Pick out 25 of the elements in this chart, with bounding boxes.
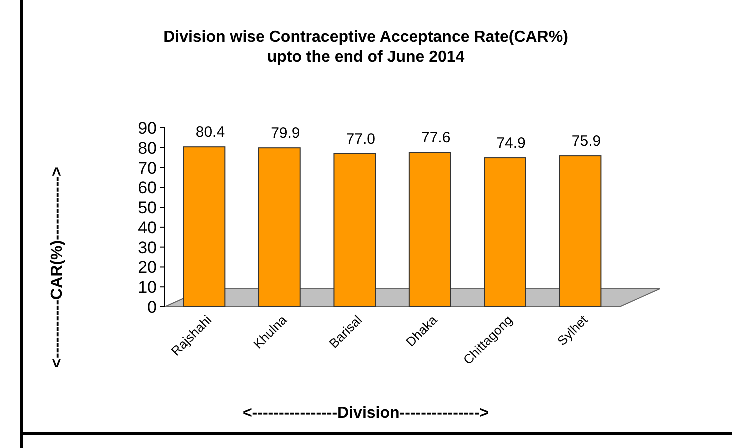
data-label: 79.9 <box>271 125 300 142</box>
data-label: 74.9 <box>496 135 526 152</box>
x-axis-title: <----------------Division---------------> <box>242 405 490 422</box>
bar <box>258 148 301 308</box>
y-axis-title: <-----------CAR(%)------------> <box>49 167 66 368</box>
y-tick-label: 30 <box>138 238 157 258</box>
data-label: 77.6 <box>422 130 451 147</box>
y-tick-label: 60 <box>138 178 157 198</box>
y-tick-label: 90 <box>138 119 157 138</box>
y-tick-label: 50 <box>138 198 157 218</box>
y-tick-label: 0 <box>148 298 157 317</box>
y-tick-label: 10 <box>138 278 157 298</box>
y-tick-label: 70 <box>138 158 157 178</box>
y-tick-label: 40 <box>138 218 157 238</box>
data-label: 80.4 <box>196 124 226 142</box>
y-tick-label: 80 <box>138 138 157 158</box>
bar <box>484 158 526 308</box>
data-label: 77.0 <box>346 130 376 148</box>
bar <box>559 156 602 308</box>
y-tick-label: 20 <box>138 258 157 278</box>
chart-title: Division wise Contraceptive Acceptance Rate(CAR%) upto the end of June 2014 <box>164 29 568 66</box>
bar <box>183 146 226 308</box>
bar <box>334 153 376 308</box>
data-label: 75.9 <box>572 133 602 150</box>
bar <box>408 152 452 308</box>
